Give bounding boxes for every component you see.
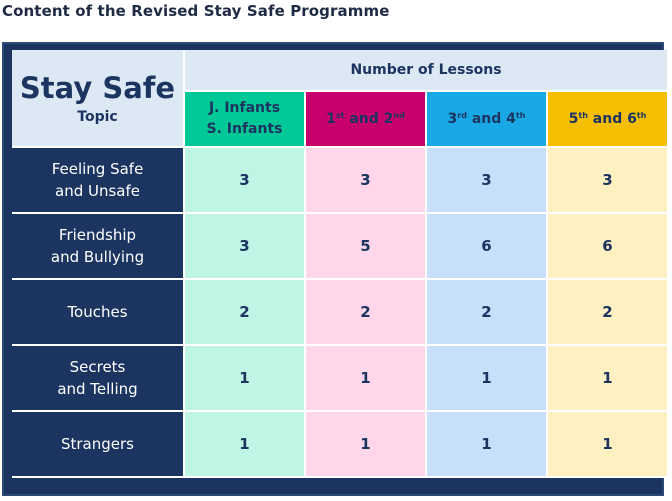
topic-cell: Strangers	[12, 410, 185, 478]
topic-line: Friendship	[58, 226, 137, 244]
topic-cell: Feeling Safe and Unsafe	[12, 146, 185, 214]
table-row: Strangers 1 1 1 1	[12, 410, 670, 478]
lesson-count-cell: 6	[545, 212, 670, 280]
band-ordinal: th	[636, 110, 647, 120]
lesson-count-cell: 1	[304, 410, 427, 478]
band-num: 3	[447, 110, 458, 127]
lesson-count-cell: 2	[425, 278, 548, 346]
lesson-count-cell: 2	[545, 278, 670, 346]
lesson-count-cell: 1	[183, 344, 306, 412]
lesson-count-cell: 2	[183, 278, 306, 346]
lesson-count-cell: 1	[545, 410, 670, 478]
band-and: and	[344, 110, 384, 127]
band-num: 1	[326, 110, 336, 127]
topic-line: Feeling Safe	[51, 160, 144, 178]
topic-cell: Friendship and Bullying	[12, 212, 185, 280]
lesson-count-cell: 3	[183, 146, 306, 214]
band-num: 5	[568, 110, 579, 127]
corner-title: Stay Safe	[19, 71, 176, 105]
table-row: Friendship and Bullying 3 5 6 6	[12, 212, 670, 280]
lesson-count-cell: 1	[304, 344, 427, 412]
band-and: and	[466, 110, 507, 127]
lessons-table: Stay Safe Topic Number of Lessons J. Inf…	[12, 50, 670, 478]
topic-line: and Telling	[57, 380, 138, 398]
band-num: 2	[383, 110, 394, 127]
lesson-count-cell: 1	[425, 344, 548, 412]
topic-line: and Bullying	[50, 248, 145, 266]
lesson-count-cell: 3	[425, 146, 548, 214]
topic-cell: Secrets and Telling	[12, 344, 185, 412]
topic-line: and Unsafe	[55, 182, 140, 200]
page-caption: Content of the Revised Stay Safe Program…	[2, 2, 390, 20]
topic-cell: Touches	[12, 278, 185, 346]
lesson-count-cell: 3	[545, 146, 670, 214]
lesson-count-cell: 5	[304, 212, 427, 280]
corner-cell: Stay Safe Topic	[12, 50, 185, 148]
band-ordinal: st	[335, 110, 345, 120]
lesson-count-cell: 1	[545, 344, 670, 412]
band-header-infants: J. Infants S. Infants	[183, 90, 306, 148]
topic-line: Secrets	[69, 358, 126, 376]
band-num: 4	[506, 110, 516, 127]
lesson-count-cell: 3	[304, 146, 427, 214]
band-header-3rd-4th: 3rd and 4th	[425, 90, 548, 148]
band-and: and	[587, 110, 628, 127]
lesson-count-cell: 2	[304, 278, 427, 346]
band-header-5th-6th: 5th and 6th	[545, 90, 670, 148]
topic-line: Touches	[67, 303, 128, 321]
group-header: Number of Lessons	[182, 50, 670, 92]
band-num: 6	[627, 110, 637, 127]
band-ordinal: th	[578, 110, 588, 120]
table-row: Secrets and Telling 1 1 1 1	[12, 344, 670, 412]
lesson-count-cell: 3	[183, 212, 306, 280]
band-ordinal: nd	[393, 110, 405, 120]
lessons-table-frame: Stay Safe Topic Number of Lessons J. Inf…	[2, 42, 670, 496]
band-line: J. Infants	[208, 100, 281, 116]
table-row: Touches 2 2 2 2	[12, 278, 670, 346]
band-header-1st-2nd: 1st and 2nd	[304, 90, 427, 148]
band-line: S. Infants	[206, 121, 283, 137]
corner-subtitle: Topic	[77, 109, 118, 125]
lesson-count-cell: 6	[425, 212, 548, 280]
band-ordinal: rd	[457, 110, 467, 120]
topic-line: Strangers	[60, 435, 134, 453]
lesson-count-cell: 1	[183, 410, 306, 478]
table-row: Feeling Safe and Unsafe 3 3 3 3	[12, 146, 670, 214]
band-ordinal: th	[515, 110, 526, 120]
lesson-count-cell: 1	[425, 410, 548, 478]
